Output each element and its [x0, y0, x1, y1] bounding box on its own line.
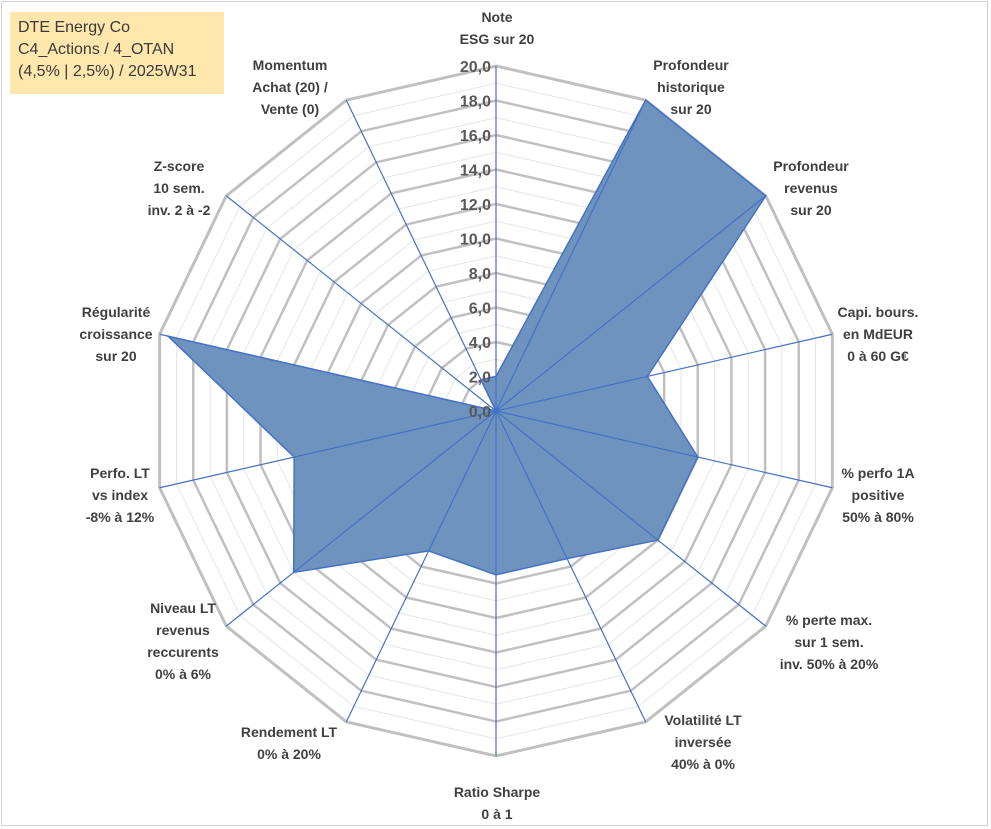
- axis-label-line: Rendement LT: [241, 724, 338, 740]
- axis-label-line: inv. 50% à 20%: [780, 656, 879, 672]
- axis-label-line: Z-score: [154, 158, 205, 174]
- axis-label-line: 50% à 80%: [842, 509, 914, 525]
- axis-spoke: [345, 410, 497, 723]
- axis-label-line: 10 sem.: [153, 180, 204, 196]
- axis-label-line: -8% à 12%: [86, 509, 155, 525]
- tick-label: 10,0: [460, 232, 491, 249]
- axis-spoke: [495, 410, 647, 723]
- axis-label-line: % perfo 1A: [841, 465, 914, 481]
- axis-label: Ratio Sharpe 0 à 1: [454, 784, 541, 822]
- axis-label-line: en MdEUR: [843, 326, 913, 342]
- axis-label-line: Volatilité LT: [664, 712, 742, 728]
- portfolio-label: C4_Actions / 4_OTAN: [18, 41, 175, 58]
- axis-label-line: sur 20: [670, 101, 711, 117]
- axis-label-line: Régularité: [82, 304, 151, 320]
- axis-spokes: [159, 66, 833, 756]
- axis-label: Perfo. LT vs index -8% à 12%: [86, 465, 155, 525]
- axis-label-line: 0% à 20%: [257, 746, 321, 762]
- company-name: DTE Energy Co: [18, 19, 131, 36]
- tick-label: 0,0: [469, 404, 491, 421]
- axis-label-line: Profondeur: [773, 158, 849, 174]
- axis-label-line: 0 à 60 G€: [847, 348, 909, 364]
- axis-spoke: [159, 410, 497, 489]
- axis-label: Niveau LT revenus reccurents 0% à 6%: [147, 600, 219, 682]
- axis-spoke: [495, 195, 767, 412]
- axis-spoke: [225, 410, 497, 627]
- axis-label-line: Note: [481, 9, 512, 25]
- tick-label: 4,0: [469, 335, 491, 352]
- axis-label-line: 0% à 6%: [155, 666, 212, 682]
- axis-label-line: reccurents: [147, 644, 219, 660]
- tick-label: 18,0: [460, 94, 491, 111]
- axis-label-line: Niveau LT: [150, 600, 216, 616]
- tick-label: 2,0: [469, 370, 491, 387]
- axis-spoke: [495, 410, 767, 627]
- axis-label: Profondeur historique sur 20: [653, 57, 729, 117]
- axis-label-line: Achat (20) /: [252, 79, 328, 95]
- tick-label: 8,0: [469, 266, 491, 283]
- info-box: DTE Energy Co C4_Actions / 4_OTAN (4,5% …: [10, 12, 224, 94]
- axis-spoke: [495, 410, 833, 489]
- axis-label-line: % perte max.: [786, 612, 872, 628]
- axis-label-line: sur 20: [95, 348, 136, 364]
- axis-label: Capi. bours. en MdEUR 0 à 60 G€: [838, 304, 919, 364]
- axis-label: % perfo 1A positive 50% à 80%: [841, 465, 914, 525]
- axis-label-line: ESG sur 20: [460, 31, 535, 47]
- axis-spoke: [495, 333, 833, 412]
- axis-label-line: historique: [657, 79, 725, 95]
- axis-spoke: [225, 195, 497, 412]
- axis-label-line: 40% à 0%: [671, 756, 735, 772]
- axis-label: Volatilité LT inversée 40% à 0%: [664, 712, 742, 772]
- axis-label-line: Momentum: [253, 57, 328, 73]
- axis-label-line: revenus: [784, 180, 838, 196]
- axis-spoke: [159, 333, 497, 412]
- axis-spoke: [495, 99, 647, 412]
- axis-label: Note ESG sur 20: [460, 9, 535, 47]
- axis-label: Profondeur revenus sur 20: [773, 158, 849, 218]
- axis-label-line: croissance: [79, 326, 152, 342]
- tick-label: 12,0: [460, 197, 491, 214]
- axis-labels: Note ESG sur 20 Profondeur historique sur 20…: [79, 9, 918, 822]
- axis-label-line: vs index: [92, 487, 148, 503]
- axis-label-line: revenus: [156, 622, 210, 638]
- tick-labels: 0,0 2,0 4,0 6,0 8,0 10,0 12,0 14,0 16,0 18,0 20,0: [460, 59, 491, 421]
- axis-label-line: Perfo. LT: [90, 465, 150, 481]
- axis-label-line: Ratio Sharpe: [454, 784, 541, 800]
- axis-label-line: sur 1 sem.: [794, 634, 863, 650]
- axis-label: Momentum Achat (20) / Vente (0): [252, 57, 328, 117]
- axis-label: Régularité croissance sur 20: [79, 304, 152, 364]
- axis-label-line: 0 à 1: [481, 806, 512, 822]
- tick-label: 20,0: [460, 59, 491, 76]
- axis-label-line: Vente (0): [261, 101, 319, 117]
- axis-label-line: inversée: [675, 734, 732, 750]
- tick-label: 14,0: [460, 163, 491, 180]
- tick-label: 16,0: [460, 128, 491, 145]
- axis-label: % perte max. sur 1 sem. inv. 50% à 20%: [780, 612, 879, 672]
- axis-label: Rendement LT 0% à 20%: [241, 724, 338, 762]
- rate-period-label: (4,5% | 2,5%) / 2025W31: [18, 63, 197, 80]
- tick-label: 6,0: [469, 301, 491, 318]
- axis-label-line: Capi. bours.: [838, 304, 919, 320]
- axis-label-line: inv. 2 à -2: [148, 202, 211, 218]
- axis-spoke: [345, 99, 497, 412]
- axis-label-line: positive: [852, 487, 905, 503]
- axis-label-line: Profondeur: [653, 57, 729, 73]
- axis-label-line: sur 20: [790, 202, 831, 218]
- axis-label: Z-score 10 sem. inv. 2 à -2: [148, 158, 211, 218]
